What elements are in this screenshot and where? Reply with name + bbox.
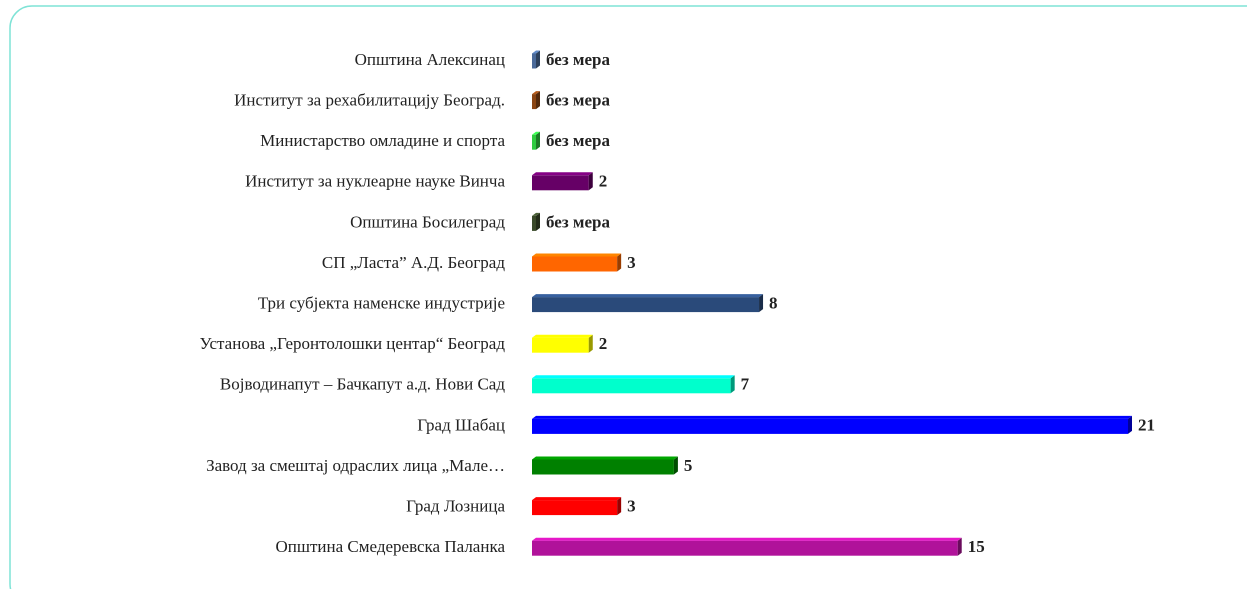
category-label: Институт за нуклеарне науке Винча <box>245 172 505 191</box>
category-label: Општина Босилеград <box>350 212 505 231</box>
bar-top <box>532 172 593 176</box>
bar-top <box>532 334 593 338</box>
bar-side <box>617 253 622 272</box>
bar <box>532 256 618 272</box>
bar <box>532 94 536 110</box>
value-label: 21 <box>1138 415 1155 434</box>
value-label: 3 <box>627 253 636 272</box>
bar-top <box>532 537 962 541</box>
category-label: Војводинапут – Бачкапут а.д. Нови Сад <box>220 375 505 394</box>
bar-side <box>1128 415 1132 434</box>
bar <box>532 215 536 231</box>
bar-top <box>532 497 622 501</box>
bar-side <box>617 497 622 516</box>
bar-top <box>532 456 678 460</box>
bar-top <box>532 131 540 135</box>
category-label: Министарство омладине и спорта <box>260 131 505 150</box>
category-label: Три субјекта наменске индустрије <box>258 294 505 313</box>
value-label: 2 <box>599 172 608 191</box>
bar <box>532 500 618 516</box>
bar <box>532 175 589 191</box>
category-label: Институт за рехабилитацију Београд. <box>234 91 505 110</box>
bar-side <box>730 375 735 394</box>
bar-top <box>532 294 764 298</box>
value-label: 3 <box>627 497 636 516</box>
bar <box>532 134 536 150</box>
bar-top <box>532 50 540 54</box>
category-label: Општина Алексинац <box>355 50 505 69</box>
bar <box>532 418 1128 434</box>
bar <box>532 337 589 353</box>
bar <box>532 53 536 69</box>
category-label: Град Лозница <box>406 497 505 516</box>
category-label: Општина Смедеревска Паланка <box>276 537 506 556</box>
bar-side <box>588 172 593 191</box>
category-label: Установа „Геронтолошки центар“ Београд <box>200 334 506 353</box>
value-label: без мера <box>546 91 610 110</box>
bar-side <box>957 537 962 556</box>
bar <box>532 540 958 556</box>
category-label: Град Шабац <box>417 415 505 434</box>
frame <box>9 5 1247 589</box>
value-label: 2 <box>599 334 608 353</box>
bar-top <box>532 91 540 95</box>
bar-side <box>588 334 593 353</box>
bar <box>532 297 760 313</box>
bar-top <box>532 212 540 216</box>
value-label: 8 <box>769 294 778 313</box>
value-label: 7 <box>741 375 750 394</box>
bar-side <box>536 212 540 231</box>
bar-top <box>532 253 622 257</box>
bar-top <box>532 375 735 379</box>
bar-side <box>536 131 540 150</box>
value-label: 15 <box>968 537 985 556</box>
category-label: Завод за смештај одраслих лица „Мале… <box>206 456 505 475</box>
bar-top <box>532 415 1132 419</box>
category-label: СП „Ласта” А.Д. Београд <box>322 253 505 272</box>
bar <box>532 378 731 394</box>
value-label: без мера <box>546 212 610 231</box>
bar-side <box>759 294 764 313</box>
value-label: без мера <box>546 131 610 150</box>
value-label: без мера <box>546 50 610 69</box>
value-label: 5 <box>684 456 693 475</box>
bar-side <box>536 91 540 110</box>
bar-side <box>536 50 540 69</box>
bar-side <box>673 456 678 475</box>
bar <box>532 459 674 475</box>
